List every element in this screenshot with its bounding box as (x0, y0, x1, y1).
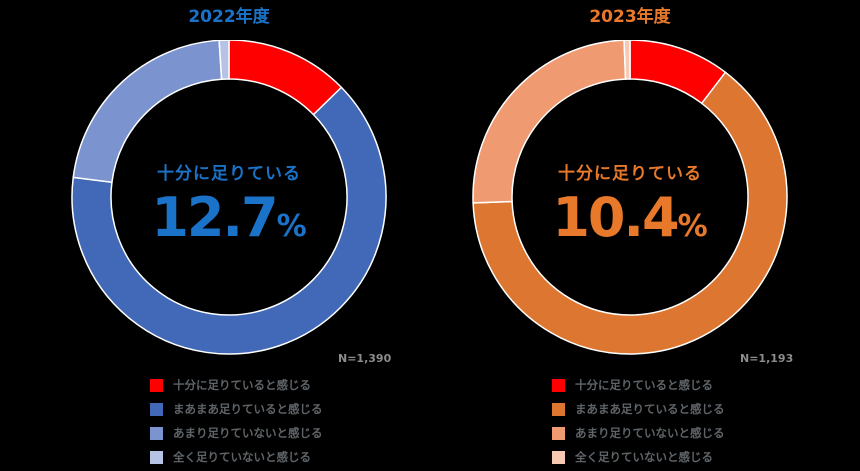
legend-swatch (150, 378, 163, 392)
legend-swatch (150, 402, 163, 416)
legend-item: 全く足りていないと感じる (150, 447, 323, 467)
legend-swatch (552, 426, 565, 440)
center-label: 十分に足りている (157, 164, 301, 184)
donut-chart (472, 40, 788, 355)
chart-title: 2023年度 (589, 7, 671, 27)
sample-size-label: N=1,193 (740, 352, 794, 365)
sample-size-label: N=1,390 (338, 352, 392, 365)
legend-swatch (552, 378, 565, 392)
legend-swatch (150, 426, 163, 440)
legend-item: まあまあ足りていると感じる (150, 399, 323, 419)
legend-swatch (150, 450, 163, 464)
chart-2022: 2022年度 十分に足りている 12.7% N=1,390 十分に足りていると感… (0, 0, 430, 464)
center-value: 12.7% (151, 186, 307, 249)
legend-item: あまり足りていないと感じる (552, 423, 725, 443)
legend: 十分に足りていると感じる まあまあ足りていると感じる あまり足りていないと感じる… (150, 375, 323, 471)
center-value: 10.4% (552, 186, 708, 249)
donut-slice (623, 40, 631, 80)
legend-item: 十分に足りていると感じる (150, 375, 323, 395)
center-label: 十分に足りている (558, 164, 702, 184)
legend-item: 十分に足りていると感じる (552, 375, 725, 395)
donut-slice (472, 71, 788, 355)
donut-slice (218, 40, 230, 81)
legend-item: まあまあ足りていると感じる (552, 399, 725, 419)
chart-2023: 2023年度 十分に足りている 10.4% N=1,193 十分に足りていると感… (400, 0, 830, 464)
legend-swatch (552, 402, 565, 416)
legend: 十分に足りていると感じる まあまあ足りていると感じる あまり足りていないと感じる… (552, 375, 725, 471)
legend-item: 全く足りていないと感じる (552, 447, 725, 467)
chart-title: 2022年度 (188, 7, 270, 27)
legend-item: あまり足りていないと感じる (150, 423, 323, 443)
donut-chart (71, 40, 387, 355)
legend-swatch (552, 450, 565, 464)
donut-slice (71, 86, 387, 355)
